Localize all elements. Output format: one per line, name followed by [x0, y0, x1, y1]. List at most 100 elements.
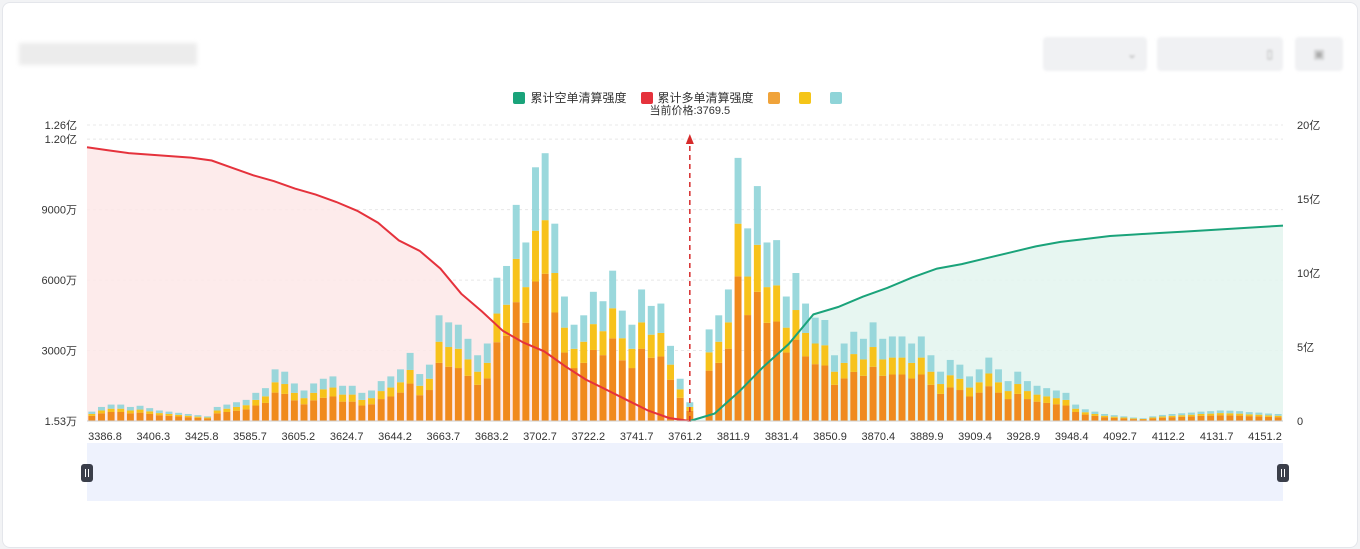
legend-item-long[interactable]: 累计多单清算强度	[640, 89, 754, 106]
bar-segment-base	[859, 375, 867, 421]
bar-segment-base	[975, 392, 983, 421]
bar-segment-mid	[242, 405, 250, 410]
bar-segment-top	[1110, 415, 1118, 417]
bar-segment-mid	[1062, 399, 1070, 406]
x-tick-label: 4092.7	[1103, 431, 1137, 443]
bar-segment-mid	[155, 413, 163, 416]
bar-segment-mid	[107, 408, 115, 412]
bar-segment-top	[994, 369, 1002, 383]
bar-segment-base	[831, 384, 838, 421]
bar-segment-base	[1265, 416, 1273, 421]
bar-segment-top	[1004, 381, 1012, 392]
bar-segment-base	[821, 365, 829, 421]
bar-segment-base	[667, 379, 675, 421]
bar-segment-mid	[1091, 413, 1099, 416]
bar-segment-mid	[869, 347, 877, 367]
bar-segment-base	[609, 338, 617, 421]
bar-segment-base	[1023, 399, 1031, 421]
bar-segment-mid	[97, 410, 105, 414]
bar-segment-top	[97, 406, 105, 411]
bar-segment-mid	[1265, 415, 1273, 417]
bar-segment-top	[474, 355, 482, 372]
x-tick-label: 3831.4	[765, 431, 799, 443]
bar-segment-top	[1091, 411, 1099, 414]
bar-segment-top	[242, 399, 250, 406]
bar-segment-base	[107, 411, 115, 421]
bar-segment-mid	[763, 287, 771, 323]
bar-segment-mid	[753, 244, 761, 292]
bar-segment-base	[676, 397, 684, 421]
bar-segment-mid	[589, 324, 597, 350]
zoom-range-area[interactable]	[87, 443, 1283, 501]
bar-segment-base	[512, 302, 520, 421]
bar-segment-mid	[88, 413, 96, 416]
bar-segment-mid	[474, 371, 482, 385]
bar-segment-base	[1187, 416, 1195, 421]
bar-segment-mid	[840, 362, 848, 379]
bar-segment-top	[233, 402, 240, 407]
x-tick-label: 3850.9	[813, 431, 847, 443]
bar-segment-top	[773, 240, 781, 286]
y-left-tick-label: 6000万	[42, 275, 77, 287]
bar-segment-top	[532, 167, 539, 231]
bar-segment-mid	[184, 415, 192, 418]
legend-swatch	[798, 91, 811, 104]
legend-item-short[interactable]: 累计空单清算强度	[513, 89, 627, 106]
bar-segment-top	[503, 265, 511, 305]
legend-item-3[interactable]	[767, 89, 785, 106]
bar-segment-top	[956, 364, 964, 379]
bar-segment-base	[474, 384, 482, 421]
bar-segment-base	[88, 415, 96, 421]
y-left-tick-label: 1.20亿	[45, 133, 77, 146]
bar-segment-base	[792, 339, 800, 421]
bar-segment-mid	[1033, 394, 1041, 402]
bar-segment-base	[242, 409, 250, 421]
bar-segment-top	[1245, 412, 1253, 415]
legend-swatch	[767, 91, 780, 104]
bar-segment-top	[194, 415, 202, 417]
legend-item-5[interactable]	[829, 89, 847, 106]
bar-segment-mid	[1197, 413, 1205, 416]
bar-segment-top	[368, 390, 376, 399]
bar-segment-mid	[387, 387, 395, 397]
bar-segment-top	[850, 331, 858, 355]
bar-segment-top	[281, 371, 289, 385]
zoom-handle-right[interactable]	[1277, 464, 1289, 482]
zoom-handle-left[interactable]	[81, 464, 93, 482]
bar-segment-mid	[435, 341, 443, 363]
bar-segment-top	[917, 336, 925, 358]
bar-segment-base	[985, 386, 993, 421]
bar-segment-top	[734, 157, 742, 224]
bar-segment-base	[281, 393, 289, 421]
bar-segment-top	[165, 411, 173, 414]
symbol-select[interactable]: ⌄	[1043, 37, 1147, 71]
bar-segment-base	[445, 366, 453, 421]
download-button[interactable]: ▣	[1295, 37, 1343, 71]
bar-segment-top	[1014, 371, 1022, 385]
bar-segment-base	[416, 395, 424, 421]
x-tick-label: 3624.7	[330, 431, 364, 443]
y-left-tick-label: 9000万	[42, 205, 77, 217]
bar-segment-base	[1149, 418, 1157, 421]
bar-segment-base	[773, 321, 781, 421]
bar-segment-mid	[734, 223, 742, 277]
image-icon: ▣	[1313, 47, 1325, 61]
bar-segment-top	[1062, 392, 1070, 400]
bar-segment-mid	[310, 392, 318, 401]
bar-segment-top	[628, 324, 636, 349]
legend-item-4[interactable]	[798, 89, 816, 106]
bar-segment-top	[638, 289, 646, 323]
bar-segment-mid	[1245, 414, 1253, 417]
bar-segment-mid	[503, 304, 511, 336]
bar-segment-base	[252, 405, 260, 421]
bar-segment-base	[493, 342, 501, 421]
bar-segment-top	[599, 301, 607, 332]
date-select[interactable]: ▯	[1157, 37, 1283, 71]
x-tick-label: 3605.2	[282, 431, 316, 443]
bar-segment-base	[850, 371, 858, 421]
bar-segment-mid	[319, 389, 327, 398]
bar-segment-mid	[975, 382, 983, 393]
bar-segment-mid	[406, 369, 414, 384]
bar-segment-base	[686, 410, 694, 421]
bar-segment-base	[1033, 401, 1041, 421]
